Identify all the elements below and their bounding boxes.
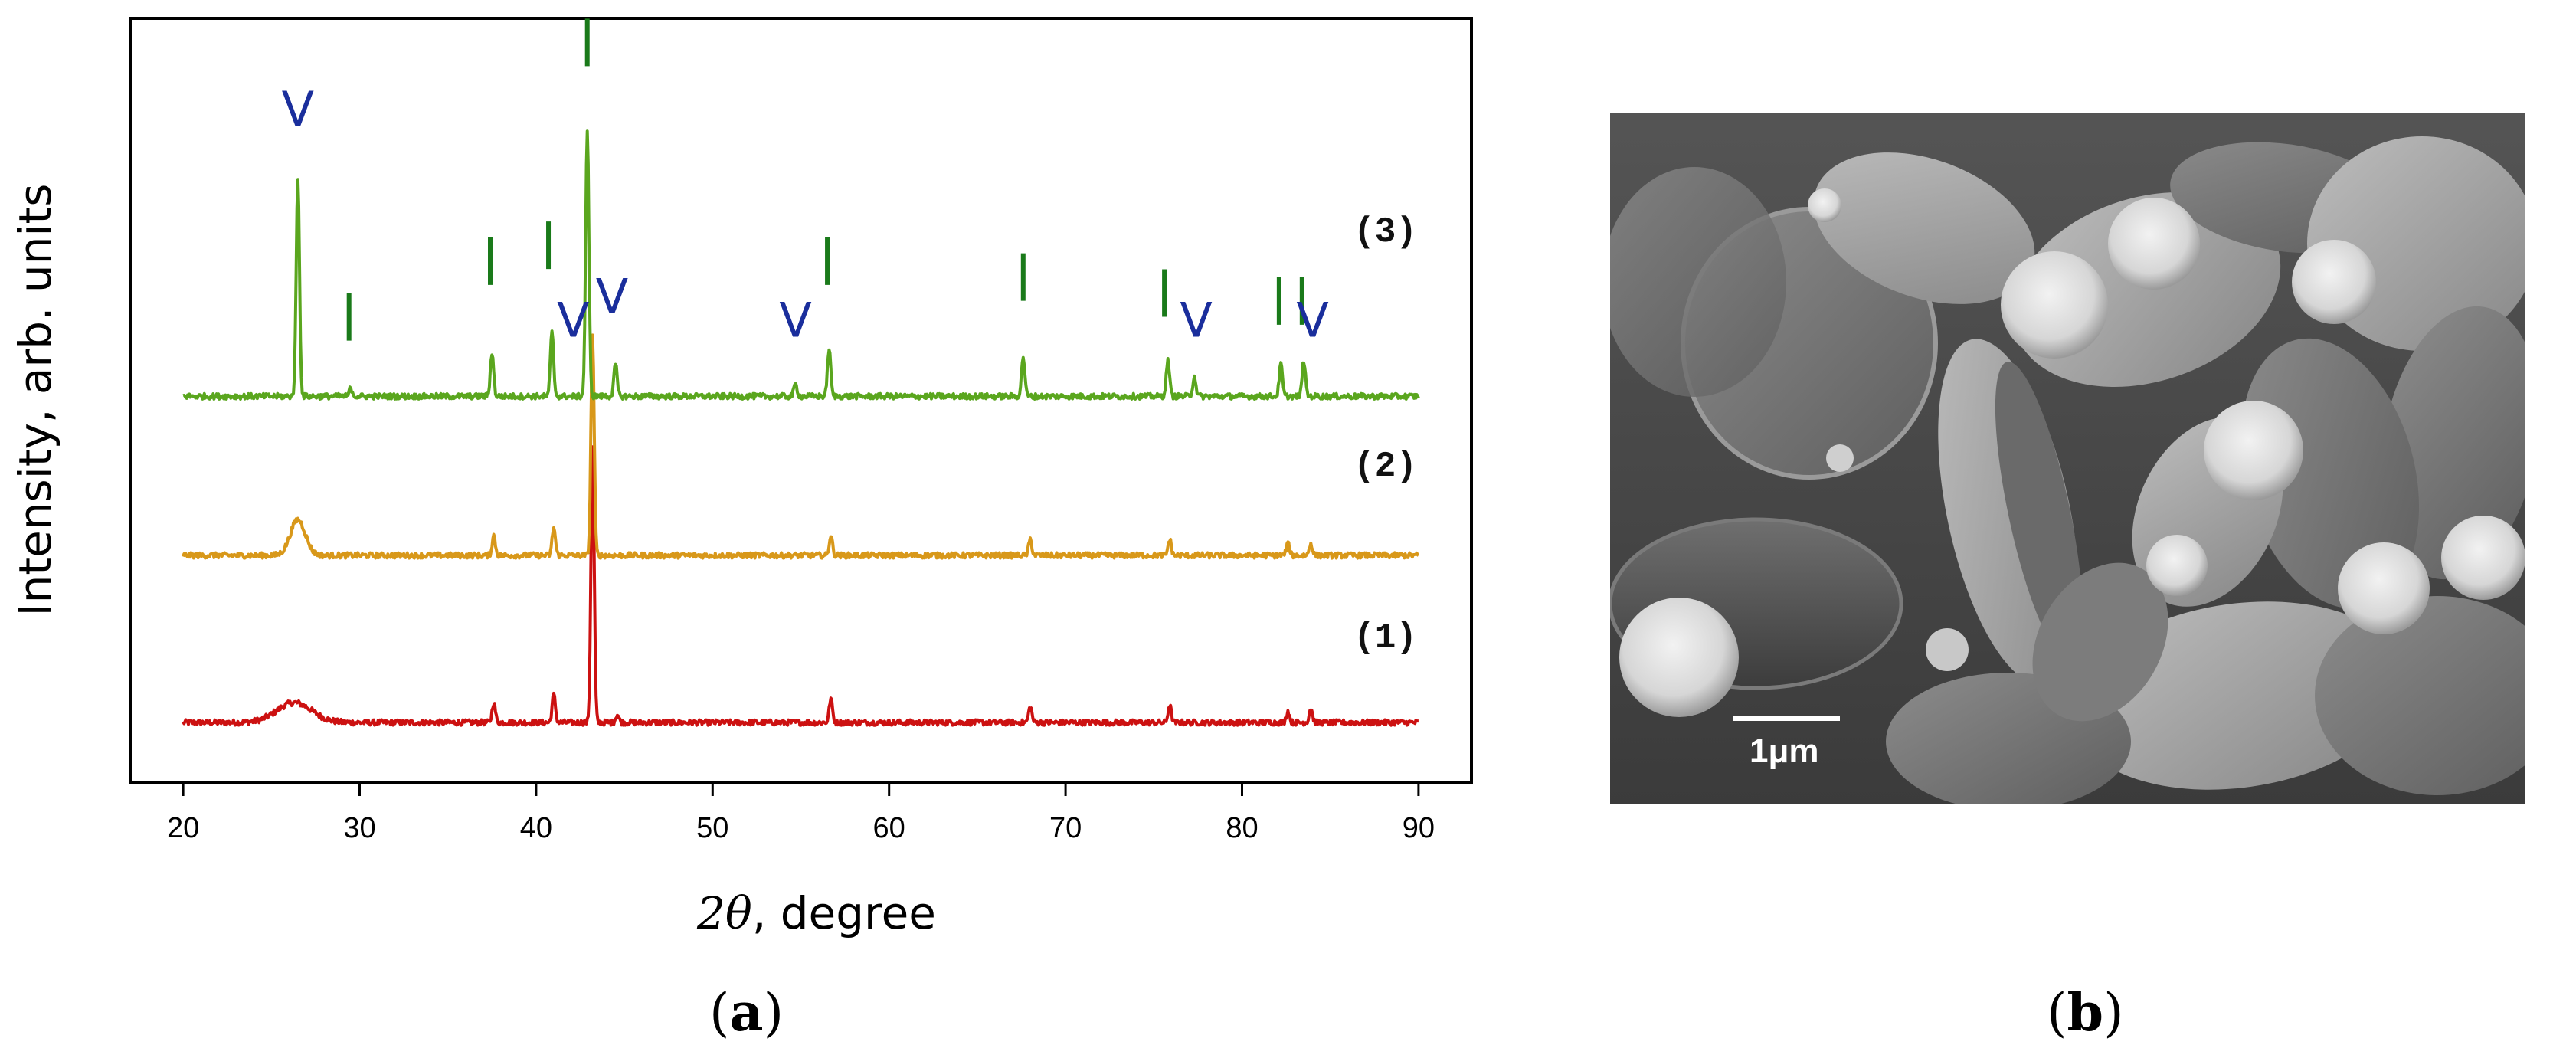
phase-v-marker: V <box>557 292 589 348</box>
scale-bar-label: 1μm <box>1750 732 1819 770</box>
y-axis-title: Intensity, arb. units <box>9 184 61 617</box>
x-axis-symbol: 2θ <box>696 887 752 939</box>
curve-label-3: (3) <box>1353 212 1417 252</box>
x-axis-unit: , degree <box>752 887 936 939</box>
x-tick-label: 80 <box>1226 812 1258 844</box>
x-tick-label: 50 <box>696 812 728 844</box>
x-tick-label: 30 <box>343 812 375 844</box>
phase-v-marker: V <box>779 292 811 348</box>
x-axis-ticks: 20 30 40 50 60 70 80 90 <box>167 782 1435 844</box>
phase-v-marker: V <box>1180 292 1212 348</box>
sem-image <box>1610 113 2525 804</box>
phase-markers: VV V V V V <box>282 18 1329 348</box>
diffraction-curves <box>182 129 1420 727</box>
curve-label-1: (1) <box>1353 617 1417 657</box>
x-tick-label: 40 <box>520 812 552 844</box>
series-line-3 <box>182 129 1420 401</box>
x-tick-label: 90 <box>1403 812 1435 844</box>
curve-label-2: (2) <box>1353 447 1417 486</box>
panel-b-label: (b) <box>2047 982 2124 1043</box>
phase-v-marker: V <box>596 268 628 324</box>
panel-a-label: (a) <box>709 982 784 1043</box>
x-tick-label: 20 <box>167 812 199 844</box>
plot-frame <box>129 17 1473 784</box>
phase-v-marker: V <box>1296 292 1328 348</box>
x-tick-label: 70 <box>1049 812 1082 844</box>
x-axis-title: 2θ, degree <box>696 887 936 939</box>
x-tick-label: 60 <box>873 812 905 844</box>
curve-labels: (1) (2) (3) <box>1353 212 1417 658</box>
phase-v-marker: V <box>282 81 314 137</box>
scale-bar <box>1733 716 1840 721</box>
series-line-1 <box>182 445 1419 727</box>
sem-micrograph: 1μm <box>1610 113 2525 804</box>
series-line-2 <box>182 333 1420 560</box>
